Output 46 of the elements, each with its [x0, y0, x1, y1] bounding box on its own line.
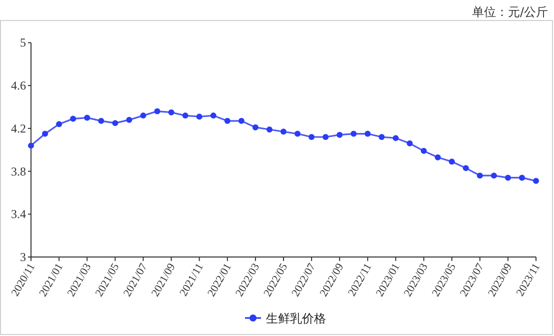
y-tick-label: 4.6 — [11, 78, 26, 93]
point — [420, 148, 427, 154]
y-tick-label: 3.8 — [11, 164, 26, 178]
y-tick-label: 4.2 — [11, 121, 26, 136]
point — [168, 109, 174, 116]
point — [98, 118, 104, 124]
y-tick-label: 5 — [20, 36, 26, 50]
point — [210, 112, 216, 119]
point — [490, 172, 497, 179]
point — [42, 130, 48, 137]
point — [70, 116, 76, 122]
point — [518, 174, 525, 181]
point — [266, 126, 272, 132]
legend-item: 生鲜乳价格 — [245, 312, 326, 326]
point — [533, 178, 539, 184]
point — [126, 116, 132, 123]
point — [350, 130, 357, 137]
point — [84, 114, 90, 121]
point — [112, 120, 118, 126]
point — [294, 130, 301, 137]
point — [504, 174, 511, 181]
point — [252, 124, 258, 130]
y-tick-label: 3.4 — [11, 207, 26, 222]
y-tick-label: 3 — [20, 250, 26, 264]
point — [336, 132, 343, 138]
point — [308, 134, 315, 140]
point — [238, 118, 244, 124]
point — [56, 121, 62, 128]
point — [476, 172, 483, 179]
point — [406, 140, 413, 146]
point — [224, 118, 230, 124]
point — [182, 112, 188, 119]
point — [322, 134, 329, 140]
point — [378, 134, 385, 140]
point — [462, 165, 469, 172]
legend-label: 生鲜乳价格 — [266, 312, 326, 326]
point — [364, 130, 371, 137]
point — [392, 135, 399, 142]
text: 单位：元/公斤 — [472, 5, 548, 19]
point — [154, 108, 160, 114]
point — [434, 154, 441, 160]
point — [280, 128, 286, 135]
point — [140, 112, 146, 119]
point — [196, 114, 202, 120]
point — [28, 142, 34, 149]
point — [448, 158, 455, 165]
